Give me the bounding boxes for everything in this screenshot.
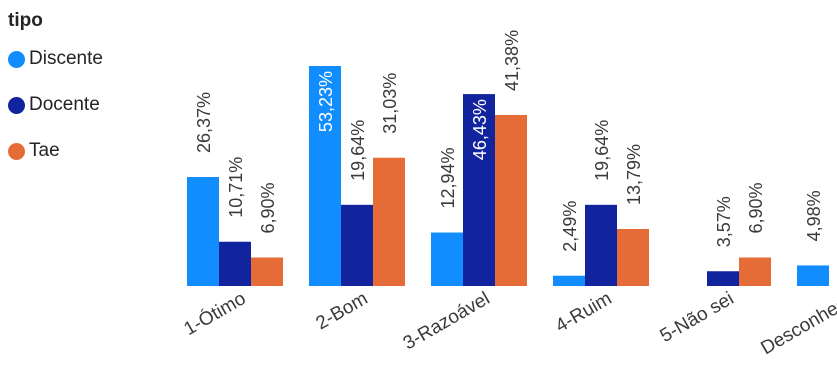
data-label: 46,43% — [470, 99, 490, 160]
legend-item-tae[interactable]: Tae — [8, 128, 103, 174]
bar-discente-5[interactable] — [797, 265, 829, 286]
legend: tipo Discente Docente Tae — [8, 6, 103, 174]
category-label: Desconheço — [758, 288, 837, 359]
legend-item-discente[interactable]: Discente — [8, 36, 103, 82]
data-label: 3,57% — [714, 196, 734, 247]
data-label: 19,64% — [592, 120, 612, 181]
legend-swatch — [8, 50, 25, 68]
bar-tae-0[interactable] — [251, 257, 283, 286]
bar-docente-4[interactable] — [707, 271, 739, 286]
bar-discente-2[interactable] — [431, 232, 463, 286]
data-label: 19,64% — [348, 120, 368, 181]
legend-swatch — [8, 96, 25, 114]
category-label: 3-Razoável — [400, 288, 494, 354]
data-label: 13,79% — [624, 144, 644, 205]
bar-tae-4[interactable] — [739, 257, 771, 286]
data-label: 31,03% — [380, 73, 400, 134]
bar-tae-3[interactable] — [617, 229, 649, 286]
data-label: 12,94% — [438, 147, 458, 208]
legend-label: Discente — [29, 48, 103, 69]
legend-title: tipo — [8, 10, 43, 31]
legend-label: Docente — [29, 94, 100, 115]
data-label: 41,38% — [502, 30, 522, 91]
data-label: 6,90% — [258, 182, 278, 233]
data-label: 4,98% — [804, 190, 824, 241]
category-label: 5-Não sei — [657, 288, 738, 347]
bar-tae-1[interactable] — [373, 157, 405, 286]
bar-tae-2[interactable] — [495, 114, 527, 287]
category-label: 2-Bom — [313, 288, 372, 334]
data-label: 53,23% — [316, 71, 336, 132]
data-label: 6,90% — [746, 182, 766, 233]
bar-docente-3[interactable] — [585, 204, 617, 286]
category-label: 4-Ruim — [552, 288, 616, 337]
bar-discente-3[interactable] — [553, 275, 585, 286]
data-label: 2,49% — [560, 201, 580, 252]
bar-docente-0[interactable] — [219, 241, 251, 286]
category-label: 1-Ótimo — [180, 287, 250, 340]
legend-item-docente[interactable]: Docente — [8, 82, 103, 128]
bar-discente-1[interactable] — [309, 66, 341, 286]
data-label: 10,71% — [226, 157, 246, 218]
data-label: 26,37% — [194, 92, 214, 153]
bar-docente-1[interactable] — [341, 204, 373, 286]
bar-discente-0[interactable] — [187, 177, 219, 286]
bar-docente-2[interactable] — [463, 94, 495, 286]
legend-label: Tae — [29, 140, 60, 161]
legend-swatch — [8, 142, 25, 160]
